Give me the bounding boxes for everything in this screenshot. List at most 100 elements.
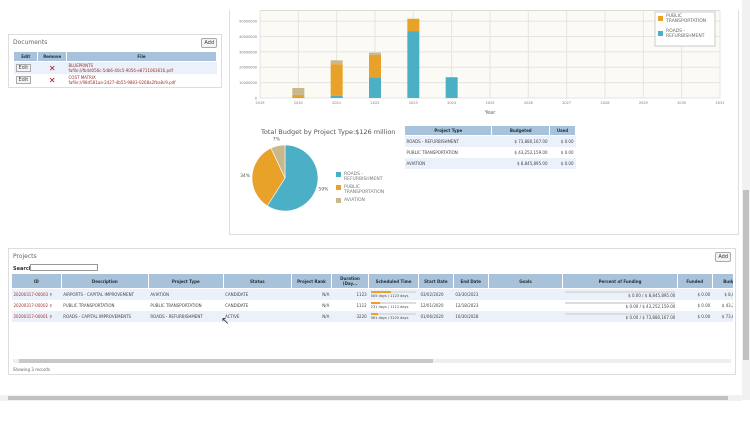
col-header[interactable]: ID: [11, 273, 62, 289]
percent-of-funding: $ 0.00 / $ 43,252,159.00: [625, 303, 676, 309]
start-date: 01/06/2020: [418, 310, 454, 322]
add-project-button[interactable]: Add: [715, 252, 731, 262]
search-input[interactable]: [30, 264, 98, 271]
x-tick-label: 2022: [371, 101, 380, 105]
project-row[interactable]: 20200317-00001 ⚲ ROADS - CAPITAL IMPROVE…: [11, 310, 733, 322]
remove-icon[interactable]: ✕: [48, 63, 56, 73]
legend-swatch: [336, 172, 341, 177]
project-row[interactable]: 20200317-00003 ⚲ AIRPORTS - CAPITAL IMPR…: [11, 288, 733, 300]
project-rank: N/A: [291, 288, 332, 300]
project-row[interactable]: 20200317-00002 ⚲ PUBLIC TRANSPORTATION P…: [12, 300, 733, 311]
col-remove: Remove: [37, 51, 67, 62]
funded: $ 0.00: [677, 288, 713, 300]
budget-row: ROADS - REFURBISHMENT $ 73,880,167.00 $ 0.…: [404, 135, 576, 147]
col-header[interactable]: Budget: [711, 273, 733, 289]
status: ACTIVE: [223, 310, 292, 322]
x-tick-label: 2026: [524, 101, 533, 105]
funding-progress-bar: [564, 312, 676, 315]
x-tick-label: 2027: [562, 101, 571, 105]
schedule-progress-bar: [370, 301, 417, 304]
bar-segment: [369, 52, 381, 55]
file-path[interactable]: fafile://fb4d056c-5db6-40c5-9056-e871106…: [68, 68, 173, 73]
x-tick-label: 2030: [677, 101, 686, 105]
col-header[interactable]: Scheduled Time: [368, 273, 419, 289]
y-tick-label: 0: [255, 97, 257, 101]
status: CANDIDATE: [225, 302, 249, 308]
file-name[interactable]: BLUEPRINTS: [68, 63, 94, 68]
start-date: 03/02/2020: [418, 288, 454, 300]
legend-label: PUBLIC TRANSPORTATION: [343, 184, 384, 195]
bar-segment: [292, 94, 305, 98]
funded: $ 0.00: [697, 302, 711, 308]
pie-slice: [270, 144, 286, 179]
edit-button[interactable]: Edit: [15, 76, 32, 84]
col-header[interactable]: End Date: [452, 273, 489, 289]
col-header[interactable]: Project Type: [147, 273, 224, 289]
x-tick-label: 2028: [601, 101, 610, 105]
col-header[interactable]: Start Date: [417, 273, 454, 289]
budget: $ 43,252,159: [721, 302, 733, 308]
document-row: Edit ✕ COST MATRIX fafile://98d581aa-2d27-4…: [14, 74, 217, 86]
project-id-link[interactable]: 20200317-00002: [13, 302, 49, 308]
y-tick-label: 50000000: [239, 20, 257, 24]
legend: [654, 11, 716, 47]
document-row: Edit ✕ BLUEPRINTS fafile://fb4d056c-5db6-40…: [13, 61, 217, 74]
col-edit: Edit: [12, 51, 39, 62]
budget: $ 8,845,895: [712, 288, 733, 300]
end-date: 10/30/2028: [453, 310, 489, 322]
y-tick-label: 40000000: [239, 35, 257, 39]
search-icon[interactable]: ⚲: [49, 313, 53, 319]
page-hscroll[interactable]: [0, 395, 742, 401]
pie-percent-label: 34%: [240, 173, 251, 179]
add-document-button[interactable]: Add: [201, 38, 217, 48]
search-icon[interactable]: ⚲: [49, 302, 53, 308]
col-header[interactable]: Funded: [676, 273, 713, 289]
edit-button[interactable]: Edit: [15, 64, 32, 72]
col-header[interactable]: Description: [60, 273, 149, 289]
bar-segment: [292, 88, 305, 95]
used: $ 0.00: [549, 157, 576, 169]
status: CANDIDATE: [223, 288, 292, 300]
goals: [488, 288, 563, 300]
project-type: ROADS - REFURBISHMENT: [404, 135, 492, 147]
table-hscroll[interactable]: [13, 359, 731, 363]
col-header[interactable]: Project Rank: [291, 273, 332, 289]
col-header[interactable]: Goals: [487, 273, 564, 289]
legend-label: ROADS -REFURBISHMENT: [344, 171, 383, 182]
pie-title: Total Budget by Project Type:$126 millio…: [261, 128, 396, 136]
duration: 1123: [331, 288, 369, 300]
col-header[interactable]: Duration (Day...: [330, 273, 370, 289]
projects-title: Projects: [13, 253, 37, 260]
remove-icon[interactable]: ✕: [48, 75, 56, 85]
budgeted: $ 73,880,167.00: [491, 135, 550, 147]
x-tick-label: 2021: [332, 101, 341, 105]
col-header[interactable]: Status: [222, 273, 293, 289]
x-tick-label: 2025: [486, 101, 495, 105]
start-date: 12/01/2020: [420, 302, 444, 308]
projects-panel: Projects Add Search ID Description Project…: [8, 248, 736, 375]
page-vscroll[interactable]: [742, 0, 750, 400]
goals: [488, 310, 563, 322]
budget-charts-panel: 0 10000000 20000000 30000000 40000000 5000000…: [229, 10, 739, 235]
pie-slice: [251, 147, 286, 207]
project-id-link[interactable]: 20200317-00001: [13, 313, 49, 319]
funding-progress-bar: [564, 290, 676, 293]
pie-chart: 59% 34% 7% ROADS -REFURBISHMENT PUBLIC TRANSP…: [240, 136, 384, 212]
records-count: Showing 3 records: [13, 367, 50, 372]
file-name[interactable]: COST MATRIX: [68, 75, 96, 80]
bar-segment: [369, 54, 381, 78]
pie-percent-label: 59%: [318, 187, 329, 193]
col-header[interactable]: Percent of Funding: [562, 273, 678, 289]
budgeted: $ 8,845,895.00: [491, 157, 550, 169]
bar-segment: [407, 18, 420, 32]
search-icon[interactable]: ⚲: [49, 291, 53, 297]
legend-label: AVIATION: [344, 197, 365, 203]
pie-slice: [266, 144, 319, 212]
col-budgeted: Budgeted: [491, 125, 551, 136]
end-date: 12/18/2023: [455, 302, 479, 308]
file-path[interactable]: fafile://98d581aa-2d27-4b55-9883-0268a2f…: [68, 80, 176, 85]
project-id-link[interactable]: 20200317-00003: [13, 291, 49, 297]
x-tick-label: 2020: [294, 101, 303, 105]
x-tick-label: 2023: [409, 101, 418, 105]
year-bar-chart: 0 10000000 20000000 30000000 40000000 5000000…: [239, 10, 724, 116]
